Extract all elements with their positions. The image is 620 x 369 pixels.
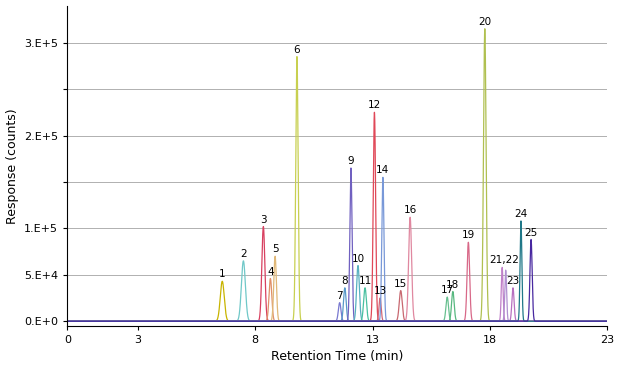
- Text: 23: 23: [507, 276, 520, 286]
- Text: 11: 11: [358, 276, 371, 286]
- Text: 9: 9: [348, 156, 354, 166]
- Text: 19: 19: [462, 231, 475, 241]
- Text: 5: 5: [272, 244, 278, 254]
- Text: 17: 17: [441, 285, 454, 295]
- Text: 16: 16: [404, 206, 417, 215]
- Text: 15: 15: [394, 279, 407, 289]
- Text: 14: 14: [376, 165, 389, 175]
- Text: 20: 20: [478, 17, 492, 27]
- Text: 12: 12: [368, 100, 381, 110]
- Y-axis label: Response (counts): Response (counts): [6, 108, 19, 224]
- X-axis label: Retention Time (min): Retention Time (min): [271, 351, 404, 363]
- Text: 6: 6: [294, 45, 300, 55]
- Text: 4: 4: [267, 267, 273, 277]
- Text: 7: 7: [337, 291, 343, 301]
- Text: 1: 1: [219, 269, 226, 279]
- Text: 3: 3: [260, 215, 267, 225]
- Text: 25: 25: [525, 228, 538, 238]
- Text: 21,22: 21,22: [489, 255, 519, 265]
- Text: 13: 13: [373, 286, 387, 296]
- Text: 2: 2: [240, 249, 247, 259]
- Text: 18: 18: [446, 280, 459, 290]
- Text: 24: 24: [515, 209, 528, 219]
- Text: 8: 8: [342, 276, 348, 286]
- Text: 10: 10: [352, 254, 365, 264]
